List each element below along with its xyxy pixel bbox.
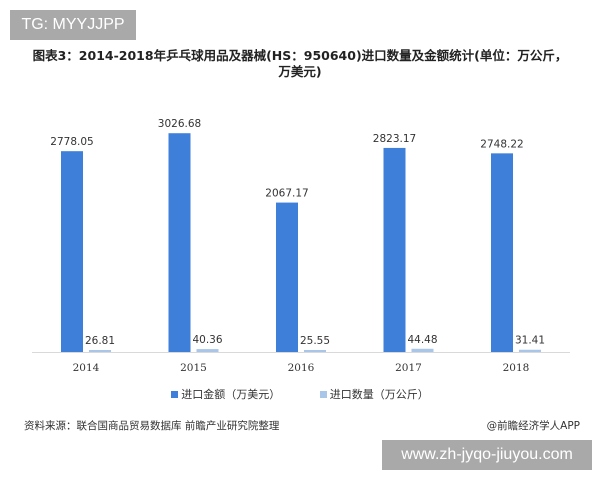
chart-title: 图表3：2014-2018年乒乓球用品及器械(HS：950640)进口数量及金额…	[32, 48, 568, 79]
data-label: 25.55	[300, 335, 330, 347]
x-tick-label: 2016	[288, 362, 315, 374]
legend-item-quantity: 进口数量（万公斤）	[319, 388, 429, 401]
data-label: 3026.68	[158, 118, 201, 130]
bar-quantity-2015	[196, 349, 219, 352]
source-note: 资料来源：联合国商品贸易数据库 前瞻产业研究院整理	[24, 420, 280, 432]
bar-amount-2017	[383, 147, 406, 352]
bar-amount-2016	[276, 202, 298, 352]
legend: 进口金额（万美元） 进口数量（万公斤）	[0, 386, 600, 402]
bar-amount-2014	[61, 151, 83, 352]
credit: @前瞻经济学人APP	[486, 420, 580, 432]
data-label: 2823.17	[373, 133, 416, 145]
data-label: 2778.05	[50, 136, 93, 148]
data-label: 31.41	[515, 335, 545, 347]
bar-quantity-2017	[411, 348, 434, 352]
bar-amount-2018	[491, 153, 513, 352]
footer-url: www.zh-jyqo-jiuyou.com	[382, 440, 592, 470]
data-label: 2067.17	[265, 188, 308, 200]
data-label: 44.48	[407, 334, 437, 346]
x-tick-label: 2018	[503, 362, 530, 374]
legend-swatch	[319, 391, 327, 398]
bar-amount-2015	[168, 133, 191, 352]
x-tick-label: 2015	[180, 362, 207, 374]
x-tick-label: 2017	[395, 362, 422, 374]
legend-item-amount: 进口金额（万美元）	[171, 388, 280, 401]
legend-label: 进口金额（万美元）	[181, 388, 281, 401]
watermark-tag: TG: MYYJJPP	[10, 10, 136, 40]
data-label: 40.36	[192, 334, 222, 346]
legend-swatch	[171, 391, 179, 398]
data-label: 26.81	[85, 335, 115, 347]
data-label: 2748.22	[480, 138, 523, 150]
legend-label: 进口数量（万公斤）	[329, 388, 429, 401]
bar-quantity-2016	[304, 350, 326, 352]
x-tick-label: 2014	[73, 362, 100, 374]
bar-quantity-2014	[89, 350, 111, 352]
bar-quantity-2018	[519, 349, 541, 352]
